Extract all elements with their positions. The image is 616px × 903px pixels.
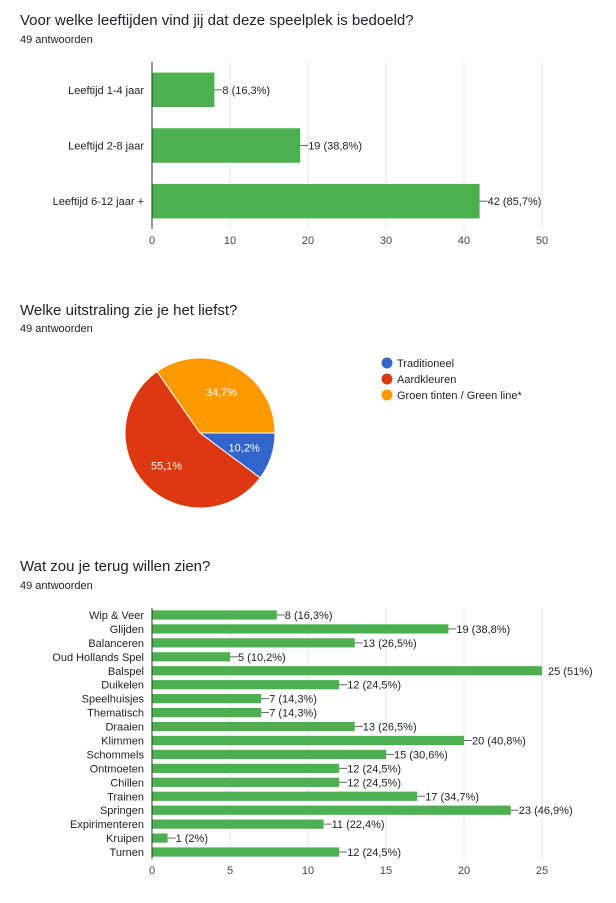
bar-ontmoeten	[152, 763, 340, 773]
data-label: 23 (46,9%)	[519, 805, 573, 817]
bar-kruipen	[152, 833, 168, 843]
x-tick-label: 25	[536, 865, 548, 877]
x-tick-label: 15	[380, 865, 392, 877]
chart3-response-count: 49 antwoorden	[20, 580, 93, 592]
category-label: Oud Hollands Spel	[52, 652, 144, 664]
data-label: 8 (16,3%)	[222, 85, 270, 97]
category-label: Glijden	[110, 624, 144, 636]
category-label: Balspel	[108, 666, 144, 678]
pie-slice-1	[124, 370, 261, 509]
x-tick-label: 40	[458, 235, 470, 247]
category-label: Thematisch	[87, 708, 144, 720]
category-label: Balanceren	[88, 638, 144, 650]
x-tick-label: 50	[536, 235, 548, 247]
x-tick-label: 20	[302, 235, 314, 247]
legend-label: Traditioneel	[397, 358, 454, 370]
category-label: Klimmen	[101, 735, 144, 747]
bar-chillen	[152, 777, 340, 787]
bar-klimmen	[152, 735, 464, 746]
data-label: 12 (24,5%)	[347, 847, 401, 859]
bar-duikelen	[152, 680, 340, 690]
bar-balspel	[152, 666, 542, 676]
data-label: 12 (24,5%)	[347, 680, 401, 692]
x-tick-label: 10	[302, 865, 314, 877]
bar-thematisch	[152, 707, 262, 718]
category-label: Springen	[100, 805, 144, 817]
chart2-response-count: 49 antwoorden	[20, 323, 93, 335]
chart1-title: Voor welke leeftijden vind jij dat deze …	[20, 12, 414, 29]
bar-balanceren	[152, 638, 355, 648]
data-label: 8 (16,3%)	[285, 610, 333, 622]
bar-leeftijd-6-12-jaar-	[152, 183, 480, 219]
slice-label: 55,1%	[151, 460, 182, 472]
data-label: 19 (38,8%)	[456, 624, 510, 636]
chart1-response-count: 49 antwoorden	[20, 34, 93, 46]
chart3-title: Wat zou je terug willen zien?	[20, 558, 211, 575]
data-label: 19 (38,8%)	[308, 141, 362, 153]
category-label: Trainen	[107, 791, 144, 803]
data-label: 7 (14,3%)	[269, 708, 317, 720]
x-tick-label: 5	[227, 865, 233, 877]
bar-leeftijd-1-4-jaar	[152, 72, 215, 108]
legend-label: Aardkleuren	[397, 374, 456, 386]
bar-springen	[152, 805, 511, 815]
data-label: 13 (26,5%)	[363, 722, 417, 734]
category-label: Ontmoeten	[90, 763, 144, 775]
category-label: Duikelen	[101, 680, 144, 692]
category-label: Leeftijd 2-8 jaar	[68, 141, 144, 153]
bar-trainen	[152, 791, 418, 801]
bar-expirimenteren	[152, 819, 324, 829]
data-label: 5 (10,2%)	[238, 652, 286, 664]
category-label: Turnen	[110, 847, 144, 859]
legend-swatch	[381, 373, 393, 385]
data-label: 42 (85,7%)	[488, 196, 542, 208]
data-label: 13 (26,5%)	[363, 638, 417, 650]
x-tick-label: 0	[149, 235, 155, 247]
chart2-title: Welke uitstraling zie je het liefst?	[20, 302, 238, 319]
data-label: 1 (2%)	[176, 833, 208, 845]
legend-swatch	[381, 357, 393, 369]
data-label: 11 (22,4%)	[332, 819, 385, 831]
slice-label: 10,2%	[229, 443, 260, 455]
bar-oud-hollands-spel	[152, 652, 230, 662]
category-label: Expirimenteren	[70, 819, 144, 831]
category-label: Wip & Veer	[89, 610, 144, 622]
bar-draaien	[152, 721, 355, 732]
x-tick-label: 10	[224, 235, 236, 247]
data-label: 12 (24,5%)	[347, 763, 401, 775]
bar-speelhuisjes	[152, 694, 262, 704]
data-label: 12 (24,5%)	[347, 777, 401, 789]
category-label: Kruipen	[106, 833, 144, 845]
x-tick-label: 30	[380, 235, 392, 247]
data-label: 17 (34,7%)	[425, 791, 479, 803]
bar-glijden	[152, 624, 449, 634]
slice-label: 34,7%	[206, 387, 237, 399]
data-label: 15 (30,6%)	[394, 749, 448, 761]
category-label: Chillen	[110, 777, 144, 789]
data-label: 20 (40,8%)	[472, 735, 526, 747]
category-label: Speelhuisjes	[82, 694, 145, 706]
bar-turnen	[152, 847, 340, 857]
data-label: 25 (51%)	[548, 666, 593, 678]
legend-swatch	[381, 389, 393, 401]
x-tick-label: 0	[149, 865, 155, 877]
legend-label: Groen tinten / Green line*	[397, 390, 522, 402]
category-label: Leeftijd 1-4 jaar	[68, 85, 144, 97]
bar-leeftijd-2-8-jaar	[152, 128, 301, 163]
bar-wip-veer	[152, 610, 277, 620]
data-label: 7 (14,3%)	[269, 694, 317, 706]
x-tick-label: 20	[458, 865, 470, 877]
category-label: Schommels	[87, 749, 145, 761]
bar-schommels	[152, 749, 386, 760]
category-label: Draaien	[105, 722, 144, 734]
category-label: Leeftijd 6-12 jaar +	[53, 196, 144, 208]
pie-slice-2	[156, 357, 276, 434]
